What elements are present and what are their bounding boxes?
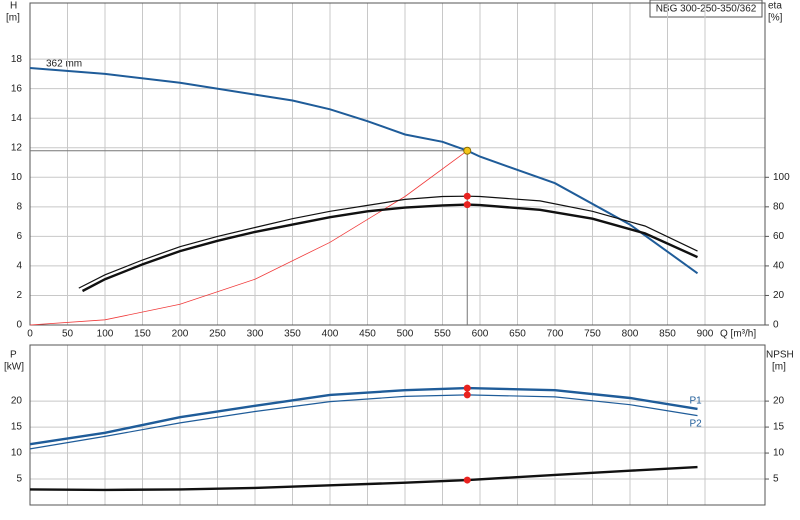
x-tick-label: 750 bbox=[584, 329, 601, 340]
operating-point bbox=[463, 384, 471, 392]
operating-point bbox=[463, 201, 471, 209]
y-tick-label: 10 bbox=[11, 448, 23, 459]
y-tick-label: 8 bbox=[16, 201, 22, 212]
x-tick-label: 400 bbox=[322, 329, 339, 340]
y-tick-label: 6 bbox=[16, 231, 22, 242]
series-line bbox=[29, 386, 698, 446]
y2-tick-label: 40 bbox=[773, 261, 785, 272]
series-line bbox=[78, 195, 698, 289]
operating-point bbox=[463, 192, 471, 200]
y-tick-label: 18 bbox=[11, 54, 23, 65]
x-tick-label: 100 bbox=[97, 329, 114, 340]
x-tick-label: 850 bbox=[659, 329, 676, 340]
y-tick-label: 16 bbox=[11, 83, 23, 94]
y-tick-label: 5 bbox=[16, 474, 22, 485]
y2-tick-label: 20 bbox=[773, 290, 785, 301]
series-line bbox=[81, 203, 698, 293]
x-tick-label: 150 bbox=[134, 329, 151, 340]
x-tick-label: 600 bbox=[472, 329, 489, 340]
y-tick-label: 20 bbox=[11, 396, 23, 407]
x-tick-label: 450 bbox=[359, 329, 376, 340]
x-tick-label: 800 bbox=[622, 329, 639, 340]
annotation: 362 mm bbox=[46, 59, 82, 70]
x-tick-label: 550 bbox=[434, 329, 451, 340]
y-tick-label: 2 bbox=[16, 290, 22, 301]
y2-axis-label: eta bbox=[768, 1, 782, 12]
y-tick-label: 14 bbox=[11, 113, 23, 124]
x-tick-label: 200 bbox=[172, 329, 189, 340]
plot-frame bbox=[29, 344, 766, 506]
series-line bbox=[29, 150, 468, 326]
y2-axis-label: [%] bbox=[768, 13, 783, 24]
x-tick-label: 250 bbox=[209, 329, 226, 340]
series-line bbox=[29, 465, 698, 492]
x-tick-label: 500 bbox=[397, 329, 414, 340]
y-axis-label: P bbox=[10, 350, 17, 361]
y2-tick-label: 15 bbox=[773, 422, 785, 433]
y2-tick-label: 20 bbox=[773, 396, 785, 407]
x-tick-label: 700 bbox=[547, 329, 564, 340]
y2-tick-label: 80 bbox=[773, 201, 785, 212]
plot-frame bbox=[29, 2, 766, 326]
y2-tick-label: 0 bbox=[773, 320, 779, 331]
x-tick-label: 650 bbox=[509, 329, 526, 340]
series-label: P1 bbox=[690, 396, 703, 407]
operating-point bbox=[463, 146, 472, 155]
y-tick-label: 0 bbox=[16, 320, 22, 331]
y2-tick-label: 60 bbox=[773, 231, 785, 242]
y2-tick-label: 100 bbox=[773, 172, 790, 183]
series-line bbox=[29, 67, 699, 275]
series-line bbox=[29, 394, 698, 450]
y2-axis-label: [m] bbox=[772, 362, 786, 373]
operating-point bbox=[463, 391, 471, 399]
x-tick-label: 350 bbox=[284, 329, 301, 340]
operating-point bbox=[463, 476, 471, 484]
y2-tick-label: 5 bbox=[773, 474, 779, 485]
y-tick-label: 12 bbox=[11, 142, 23, 153]
x-axis-label: Q [m³/h] bbox=[720, 329, 756, 340]
y-axis-label: [m] bbox=[6, 13, 20, 24]
x-tick-label: 50 bbox=[62, 329, 74, 340]
y-axis-label: [kW] bbox=[4, 362, 24, 373]
y2-axis-label: NPSH bbox=[766, 350, 794, 361]
x-tick-label: 300 bbox=[247, 329, 264, 340]
y-tick-label: 10 bbox=[11, 172, 23, 183]
x-tick-label: 900 bbox=[697, 329, 714, 340]
x-tick-label: 0 bbox=[27, 329, 33, 340]
title-box bbox=[649, 0, 763, 18]
y-tick-label: 15 bbox=[11, 422, 23, 433]
y2-tick-label: 10 bbox=[773, 448, 785, 459]
y-tick-label: 4 bbox=[16, 261, 22, 272]
y-axis-label: H bbox=[10, 1, 17, 12]
chart-title: NBG 300-250-350/362 bbox=[656, 4, 757, 15]
series-label: P2 bbox=[690, 418, 703, 429]
